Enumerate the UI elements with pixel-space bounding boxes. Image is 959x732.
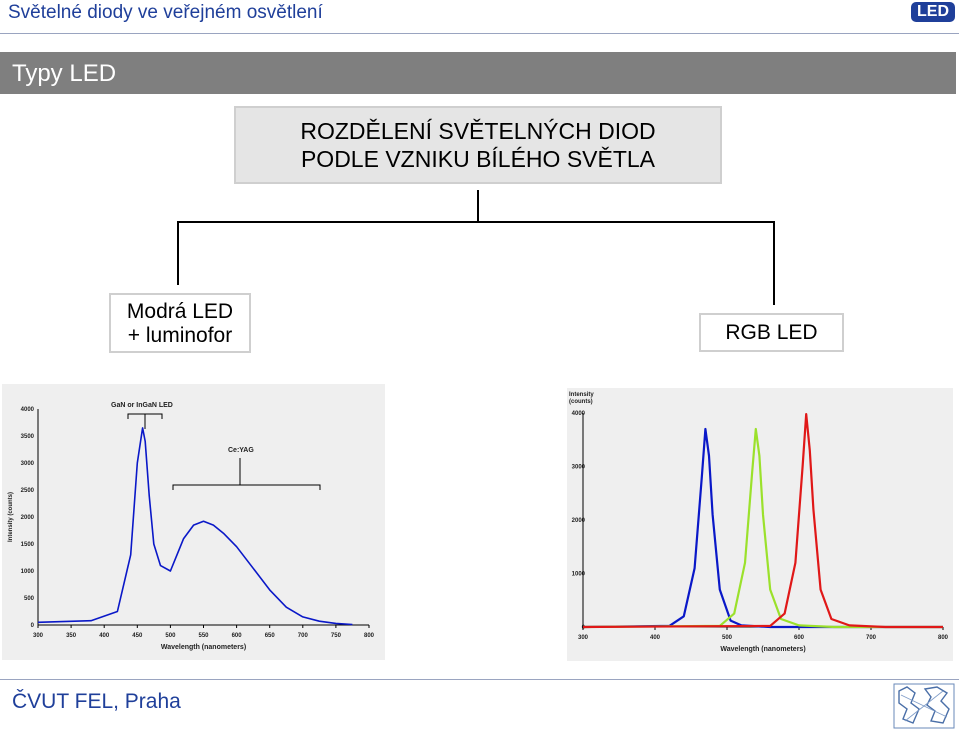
y-tick-label: 0 [31, 623, 35, 629]
branch-rgb-led: RGB LED [699, 313, 844, 352]
y-tick-label: 4000 [572, 411, 586, 417]
series-line [37, 427, 353, 626]
x-axis-label: Wavelength (nanometers) [720, 646, 805, 653]
x-tick-label: 650 [265, 633, 276, 639]
footer-institution: ČVUT FEL, Praha [12, 690, 181, 713]
connector-left [177, 221, 179, 285]
series-line [582, 413, 943, 629]
x-tick-label: 500 [165, 633, 176, 639]
x-tick-label: 500 [722, 635, 733, 641]
y-tick-label: 1000 [21, 569, 35, 575]
connector-stem [477, 190, 479, 222]
x-tick-label: 400 [650, 635, 661, 641]
footer-divider [0, 679, 959, 680]
annotation-bracket-ceyag [172, 484, 321, 490]
x-tick-label: 600 [794, 635, 805, 641]
annotation-gan-led: GaN or InGaN LED [111, 402, 173, 409]
branch-left-line-1: Modrá LED [126, 300, 234, 323]
root-line-2: PODLE VZNIKU BÍLÉHO SVĚTLA [300, 146, 656, 172]
y-tick-label: 4000 [21, 407, 35, 413]
x-tick-label: 800 [938, 635, 949, 641]
x-tick-label: 350 [66, 633, 77, 639]
x-tick-label: 400 [99, 633, 110, 639]
x-tick-label: 600 [232, 633, 243, 639]
presentation-title: Světelné diody ve veřejném osvětlení [8, 2, 323, 23]
y-axis-label-line2: (counts) [569, 399, 593, 405]
x-tick-label: 300 [33, 633, 44, 639]
y-tick-label: 3000 [21, 461, 35, 467]
root-line-1: ROZDĚLENÍ SVĚTELNÝCH DIOD [300, 118, 656, 144]
rgb-spectrum-svg: 300 400 500 600 700 80001000200030004000Wavel… [569, 392, 949, 653]
branch-right-label: RGB LED [725, 321, 818, 344]
branch-blue-led-phosphor: Modrá LED + luminofor [109, 293, 251, 353]
x-tick-label: 550 [198, 633, 209, 639]
chart-rgb-spectrum: 300 400 500 600 700 800 0 1000 2000 3000 4000 Wavel… [567, 388, 953, 661]
y-tick-label: 500 [24, 596, 35, 602]
x-axis-label: Wavelength (nanometers) [161, 644, 246, 651]
phosphor-spectrum-svg: 300 350 400 450 500 550 600 650 700 750 800 0 500 100… [8, 402, 375, 651]
chart-phosphor-spectrum: 300 350 400 450 500 550 600 650 700 750 800 0 500 100… [2, 384, 385, 660]
section-title: Typy LED [12, 60, 117, 87]
x-tick-label: 700 [298, 633, 309, 639]
series-line [582, 427, 943, 629]
y-tick-label: 1500 [21, 542, 35, 548]
y-axis-label-line1: Intensity [569, 392, 594, 398]
y-tick-label: 2000 [572, 518, 586, 524]
x-tick-label: 750 [331, 633, 342, 639]
y-tick-label: 2500 [21, 488, 35, 494]
y-tick-label: 3000 [572, 465, 586, 471]
connector-horizontal [177, 221, 775, 223]
x-tick-label: 450 [132, 633, 143, 639]
section-bar: Typy LED [0, 52, 956, 94]
university-logo-icon [893, 683, 955, 729]
branch-left-line-2: + luminofor [127, 324, 233, 347]
y-tick-label: 3500 [21, 434, 35, 440]
diagram-root-box: ROZDĚLENÍ SVĚTELNÝCH DIOD PODLE VZNIKU B… [234, 106, 722, 184]
header-divider [0, 33, 959, 34]
connector-right [773, 221, 775, 305]
annotation-ceyag: Ce:YAG [228, 447, 254, 454]
x-tick-label: 300 [578, 635, 589, 641]
series-line [582, 427, 943, 629]
y-axis-label: Intensity (counts) [8, 492, 14, 542]
y-tick-label: 2000 [21, 515, 35, 521]
x-tick-label: 700 [866, 635, 877, 641]
y-tick-label: 1000 [572, 572, 586, 578]
x-tick-label: 800 [364, 633, 375, 639]
led-logo-badge: LED [911, 2, 955, 22]
